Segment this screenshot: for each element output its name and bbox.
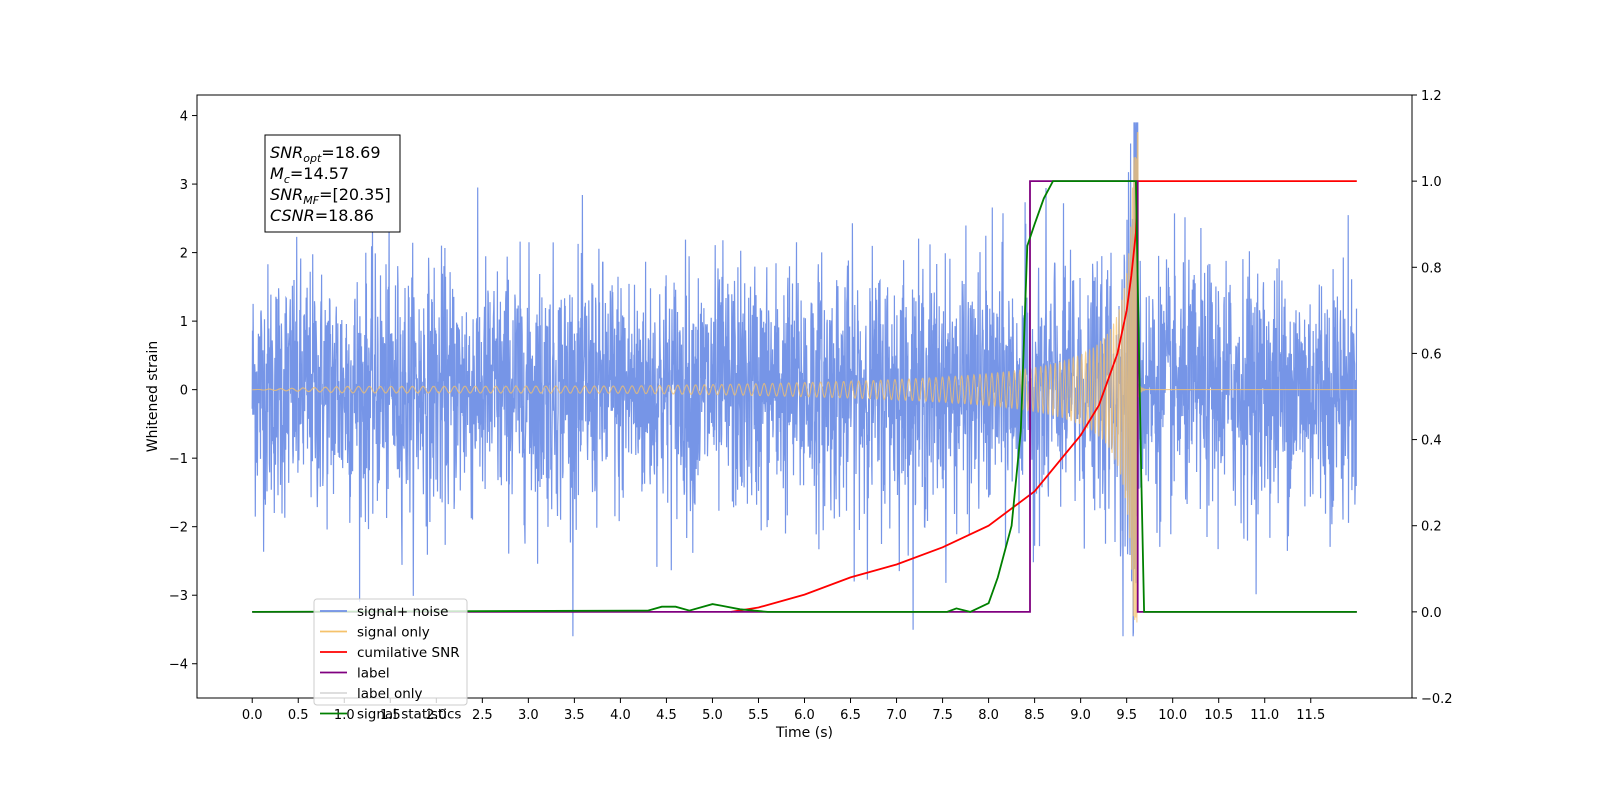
x-tick-label: 3.0 (518, 708, 539, 723)
x-tick-label: 9.5 (1116, 708, 1137, 723)
legend: signal+ noise signal only cumilative SNR la… (313, 598, 468, 723)
y-right-tick-label: 0.2 (1421, 520, 1442, 535)
stats-annotation-box: SNRopt=18.69Mc=14.57SNRMF=[20.35]CSNR=18… (264, 134, 401, 233)
y-axis-label-left: Whitened strain (145, 341, 161, 452)
y-left-tick-label: −1 (169, 452, 188, 467)
x-tick-label: 2.0 (426, 708, 447, 723)
x-tick-label: 4.5 (656, 708, 677, 723)
x-tick-label: 4.0 (610, 708, 631, 723)
x-tick-label: 5.0 (702, 708, 723, 723)
annotation-frame (264, 134, 401, 233)
x-tick-label: 0.5 (288, 708, 309, 723)
annotation-line: SNRMF=[20.35] (270, 185, 391, 207)
x-tick-label: 5.5 (748, 708, 769, 723)
series-signal-noise (251, 122, 1358, 637)
x-tick-label: 10.0 (1158, 708, 1187, 723)
x-tick-label: 6.5 (840, 708, 861, 723)
x-axis-label: Time (s) (775, 725, 833, 741)
x-tick-label: 0.0 (242, 708, 263, 723)
x-axis: 0.0 0.5 1.0 1.5 2.0 2.5 3.0 3.5 4.0 4.5 5.0 5.5 6.0 6… (242, 698, 1325, 723)
legend-label: signal+ noise (357, 604, 448, 620)
y-right-tick-label: 0.4 (1421, 434, 1442, 449)
y-left-tick-label: 0 (180, 384, 188, 399)
legend-label: label (357, 666, 390, 682)
legend-label: cumilative SNR (357, 645, 460, 661)
x-tick-label: 7.0 (886, 708, 907, 723)
x-tick-label: 8.0 (978, 708, 999, 723)
y-left-tick-label: 3 (180, 178, 188, 193)
y-right-tick-label: −0.2 (1421, 692, 1453, 707)
x-tick-label: 1.5 (380, 708, 401, 723)
x-tick-label: 3.5 (564, 708, 585, 723)
y-left-tick-label: −2 (169, 521, 188, 536)
y-axis-left: 4 3 2 1 0 −1 −2 −3 −4 (169, 110, 197, 673)
y-left-tick-label: 1 (180, 315, 188, 330)
x-tick-label: 7.5 (932, 708, 953, 723)
legend-label: signal statistics (357, 707, 461, 723)
annotation-line: CSNR=18.86 (270, 206, 374, 225)
x-tick-label: 11.5 (1296, 708, 1325, 723)
y-left-tick-label: −4 (169, 658, 188, 673)
x-tick-label: 9.0 (1070, 708, 1091, 723)
x-tick-label: 8.5 (1024, 708, 1045, 723)
y-right-tick-label: 1.0 (1421, 175, 1442, 190)
x-tick-label: 10.5 (1204, 708, 1233, 723)
annotation-line: SNRopt=18.69 (270, 143, 381, 165)
y-right-tick-label: 0.6 (1421, 347, 1442, 362)
y-right-tick-label: 0.8 (1421, 261, 1442, 276)
series-signal-statistics (252, 180, 1357, 613)
x-tick-label: 11.0 (1250, 708, 1279, 723)
y-left-tick-label: 4 (180, 110, 188, 125)
series-cumulative-snr (730, 180, 1357, 613)
y-axis-right: 1.2 1.0 0.8 0.6 0.4 0.2 0.0 −0.2 (1412, 89, 1453, 707)
legend-label: signal only (357, 625, 430, 641)
legend-label: label only (357, 686, 423, 702)
legend-frame (313, 598, 468, 706)
plot-area (251, 122, 1358, 637)
x-tick-label: 2.5 (472, 708, 493, 723)
y-left-tick-label: −3 (169, 589, 188, 604)
y-left-tick-label: 2 (180, 247, 188, 262)
x-tick-label: 1.0 (334, 708, 355, 723)
y-right-tick-label: 1.2 (1421, 89, 1442, 104)
annotation-line: Mc=14.57 (270, 164, 349, 186)
x-tick-label: 6.0 (794, 708, 815, 723)
y-right-tick-label: 0.0 (1421, 606, 1442, 621)
